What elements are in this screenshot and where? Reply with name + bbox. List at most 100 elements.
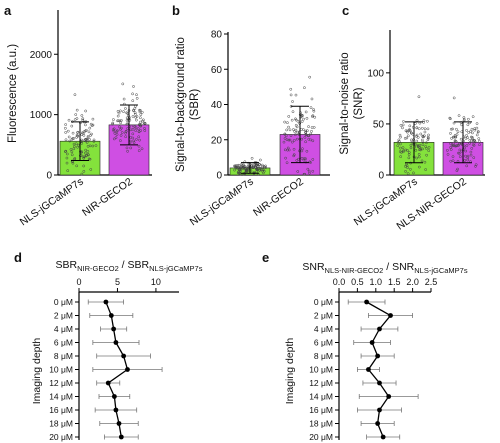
- data-point: [407, 156, 411, 160]
- data-point: [87, 157, 91, 161]
- data-point: [91, 144, 95, 148]
- data-point: [295, 159, 299, 162]
- data-point: [305, 129, 309, 133]
- y-tick-label: 16 μM: [309, 405, 333, 415]
- y-tick-label: 20 μM: [309, 432, 333, 442]
- data-point: [132, 85, 135, 88]
- data-point: [143, 129, 147, 132]
- data-point: [64, 123, 67, 126]
- data-point: [300, 156, 304, 160]
- data-point: [252, 165, 256, 169]
- data-point: [288, 128, 292, 132]
- data-point: [86, 135, 90, 138]
- data-point: [73, 145, 76, 148]
- data-point: [118, 434, 124, 440]
- data-point: [113, 340, 119, 345]
- data-point: [386, 394, 392, 399]
- data-point: [449, 117, 452, 121]
- data-point: [137, 130, 141, 133]
- x-tick-label: 2.0: [406, 277, 419, 287]
- data-point: [129, 128, 133, 132]
- x-tick-label: NIR-GECO2: [251, 176, 306, 219]
- data-point: [88, 126, 92, 130]
- data-point: [462, 116, 466, 119]
- data-point: [113, 407, 119, 413]
- data-point: [103, 299, 109, 305]
- data-point: [473, 128, 477, 132]
- y-tick-label: 40: [211, 100, 223, 111]
- data-point: [466, 156, 470, 160]
- data-point: [449, 127, 453, 131]
- data-point: [453, 139, 457, 142]
- chart-title-part: SBR: [56, 259, 78, 271]
- data-point: [64, 138, 68, 142]
- data-point: [455, 127, 458, 131]
- data-point: [396, 144, 400, 148]
- data-point: [401, 123, 405, 127]
- data-point: [369, 340, 375, 345]
- data-point: [419, 132, 423, 136]
- y-axis-label: (SNR): [353, 87, 365, 119]
- data-point: [140, 110, 144, 114]
- chart-title-subscript: NLS-NIR-GECO2: [325, 266, 384, 275]
- data-point: [233, 164, 236, 168]
- data-point: [286, 146, 290, 150]
- data-point: [366, 367, 371, 372]
- data-point: [250, 156, 254, 160]
- data-point: [309, 106, 313, 109]
- data-point: [294, 128, 298, 132]
- y-tick-label: 0: [216, 171, 222, 182]
- data-point: [135, 93, 138, 97]
- data-point: [70, 124, 74, 128]
- data-point: [122, 97, 126, 101]
- data-point: [293, 138, 296, 142]
- y-tick-label: 80: [211, 30, 223, 41]
- data-point: [233, 168, 236, 172]
- data-point: [294, 118, 298, 122]
- data-point: [448, 116, 452, 120]
- y-tick-label: 60: [211, 65, 223, 76]
- data-point: [305, 116, 309, 120]
- data-point: [292, 147, 296, 151]
- y-tick-label: 2000: [30, 50, 53, 61]
- data-point: [260, 163, 264, 167]
- data-point: [116, 421, 122, 426]
- y-tick-label: 6 μM: [54, 338, 73, 348]
- chart-title-subscript: NLS-jGCaMP7s: [149, 264, 203, 273]
- data-point: [306, 167, 310, 171]
- data-point: [66, 169, 70, 172]
- y-tick-label: 14 μM: [309, 392, 333, 402]
- data-point: [86, 136, 90, 140]
- data-point: [454, 144, 457, 148]
- data-point: [414, 148, 418, 152]
- data-point: [80, 138, 84, 142]
- data-point: [119, 134, 123, 137]
- data-point: [74, 113, 78, 116]
- data-point: [380, 434, 386, 440]
- y-tick-label: 1000: [30, 110, 53, 121]
- data-point: [399, 123, 403, 127]
- y-tick-label: 4 μM: [314, 324, 333, 334]
- data-point: [66, 129, 70, 133]
- data-point: [403, 136, 407, 140]
- data-point: [82, 164, 86, 168]
- data-point: [137, 144, 141, 148]
- data-point: [135, 96, 139, 100]
- data-point: [122, 110, 125, 114]
- y-tick-label: 0 μM: [314, 297, 333, 307]
- data-point: [86, 150, 90, 153]
- x-tick-label: 1.5: [388, 277, 401, 287]
- data-point: [311, 114, 315, 118]
- data-point: [120, 131, 124, 134]
- y-tick-label: 18 μM: [309, 419, 333, 429]
- data-point: [472, 156, 476, 159]
- data-point: [125, 367, 130, 372]
- data-point: [401, 146, 405, 149]
- data-point: [388, 313, 393, 318]
- data-point: [400, 150, 403, 154]
- data-point: [410, 138, 413, 142]
- data-point: [137, 135, 141, 139]
- data-point: [404, 129, 408, 133]
